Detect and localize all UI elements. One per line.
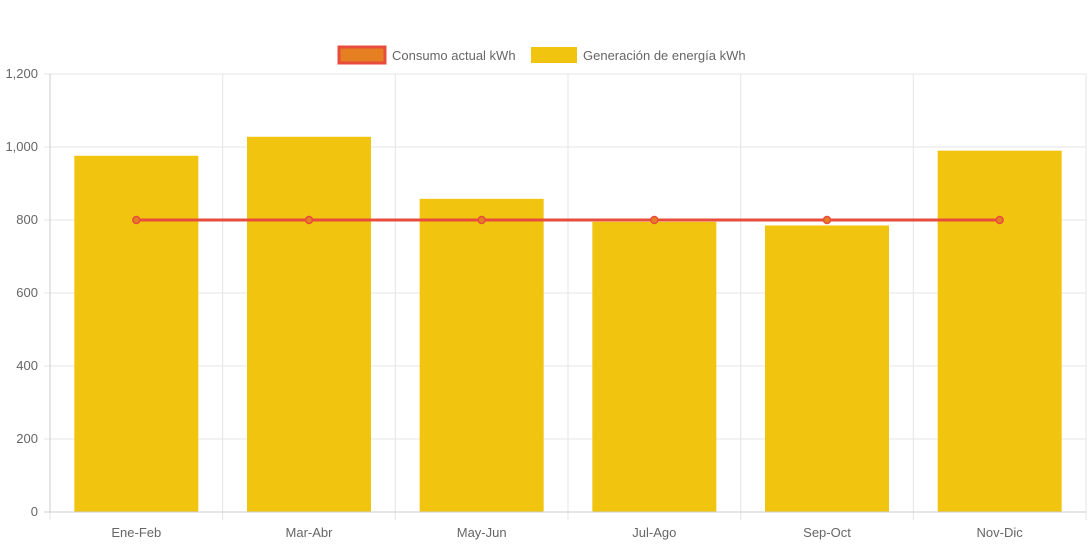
x-tick-label: Mar-Abr bbox=[286, 525, 334, 540]
point-consumo-may-jun[interactable] bbox=[477, 215, 486, 225]
y-tick-label: 1,200 bbox=[5, 66, 38, 81]
point-consumo-mar-abr[interactable] bbox=[304, 215, 314, 225]
y-tick-label: 800 bbox=[16, 212, 38, 227]
legend-label-consumo[interactable]: Consumo actual kWh bbox=[392, 48, 516, 63]
legend-swatch-consumo[interactable] bbox=[337, 45, 387, 65]
y-tick-label: 600 bbox=[16, 285, 38, 300]
x-tick-label: Nov-Dic bbox=[977, 525, 1024, 540]
bar-generacion-mar-abr[interactable] bbox=[247, 136, 371, 512]
point-consumo-nov-dic[interactable] bbox=[995, 215, 1004, 225]
grid-lines bbox=[44, 73, 1087, 520]
y-tick-label: 0 bbox=[31, 504, 38, 519]
bar-series bbox=[74, 136, 1062, 512]
bar-generacion-may-jun[interactable] bbox=[419, 198, 544, 512]
point-consumo-sep-oct[interactable] bbox=[822, 215, 832, 225]
bar-generacion-nov-dic[interactable] bbox=[937, 150, 1062, 512]
y-tick-label: 400 bbox=[16, 358, 38, 373]
point-consumo-ene-feb[interactable] bbox=[132, 215, 141, 225]
legend-label-generacion[interactable]: Generación de energía kWh bbox=[583, 48, 746, 63]
bar-generacion-sep-oct[interactable] bbox=[765, 225, 889, 512]
y-tick-label: 200 bbox=[16, 431, 38, 446]
point-consumo-jul-ago[interactable] bbox=[650, 215, 659, 225]
bar-generacion-ene-feb[interactable] bbox=[74, 155, 199, 512]
legend-swatch-generacion[interactable] bbox=[531, 47, 577, 63]
x-tick-label: Sep-Oct bbox=[803, 525, 851, 540]
axes: 0 200 400 600 800 1,000 1,200 Ene-Feb Mar-Abr May… bbox=[5, 66, 1086, 540]
line-series bbox=[132, 215, 1004, 225]
x-tick-label: Jul-Ago bbox=[632, 525, 676, 540]
chart-legend: Consumo actual kWh Generación de energía… bbox=[337, 45, 746, 65]
x-tick-label: May-Jun bbox=[457, 525, 507, 540]
y-tick-label: 1,000 bbox=[5, 139, 38, 154]
x-tick-label: Ene-Feb bbox=[111, 525, 161, 540]
bar-generacion-jul-ago[interactable] bbox=[592, 221, 717, 512]
